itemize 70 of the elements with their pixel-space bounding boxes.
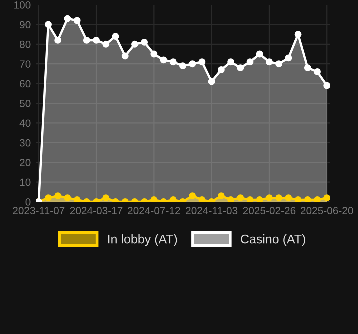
point [294,31,302,38]
point [64,15,72,22]
y-tick-label: 10 [20,178,31,186]
y-tick-label: 80 [20,40,31,48]
point [54,36,62,44]
point [256,196,264,202]
point [45,21,52,28]
y-tick-label: 90 [20,21,31,29]
y-tick-label: 20 [20,159,31,166]
point [198,196,206,202]
point [246,58,254,66]
point [324,82,330,90]
y-tick-label: 30 [20,139,31,147]
point [64,194,72,202]
y-tick-label: 100 [14,2,31,9]
point [276,60,283,68]
point [102,194,110,202]
point [276,194,283,202]
y-tick-label: 40 [20,120,31,128]
point [198,58,206,66]
point [256,50,264,58]
y-tick-label: 0 [26,198,31,206]
x-tick-label: 2023-11-07 [13,207,65,215]
point [74,17,81,24]
point [304,196,312,202]
point [74,196,81,202]
point [218,192,225,200]
point [131,40,138,48]
point [246,196,254,202]
point [228,58,235,66]
point [314,196,321,202]
point [170,196,177,202]
point [237,64,244,72]
point [141,38,148,46]
point [160,56,168,64]
x-tick-label: 2024-07-12 [128,207,180,215]
x-tick-label: 2024-03-17 [70,207,123,215]
point [93,36,100,44]
point [237,194,244,202]
point [294,196,302,202]
y-tick-label: 60 [20,80,31,88]
x-tick-label: 2025-06-20 [301,207,354,215]
point [150,196,158,202]
y-tick-label: 70 [20,60,31,68]
legend-label: In lobby (AT) [108,234,178,246]
x-tick-label: 2024-11-03 [186,207,238,215]
point [45,194,52,202]
point [266,194,273,202]
point [285,194,292,202]
point [102,40,110,48]
point [266,58,273,66]
point [170,58,177,66]
point [208,78,216,86]
point [189,192,196,200]
point [150,50,158,58]
point [228,196,235,202]
point [324,194,330,202]
point [285,54,292,62]
point [122,52,129,60]
legend-label: Casino (AT) [241,234,306,246]
point [189,60,196,68]
point [112,33,120,40]
point [314,68,321,76]
point [54,192,62,200]
point [83,36,90,44]
x-tick-label: 2025-02-26 [243,207,296,215]
point [180,62,186,70]
y-tick-label: 50 [20,100,31,108]
point [218,66,225,74]
point [304,64,312,72]
